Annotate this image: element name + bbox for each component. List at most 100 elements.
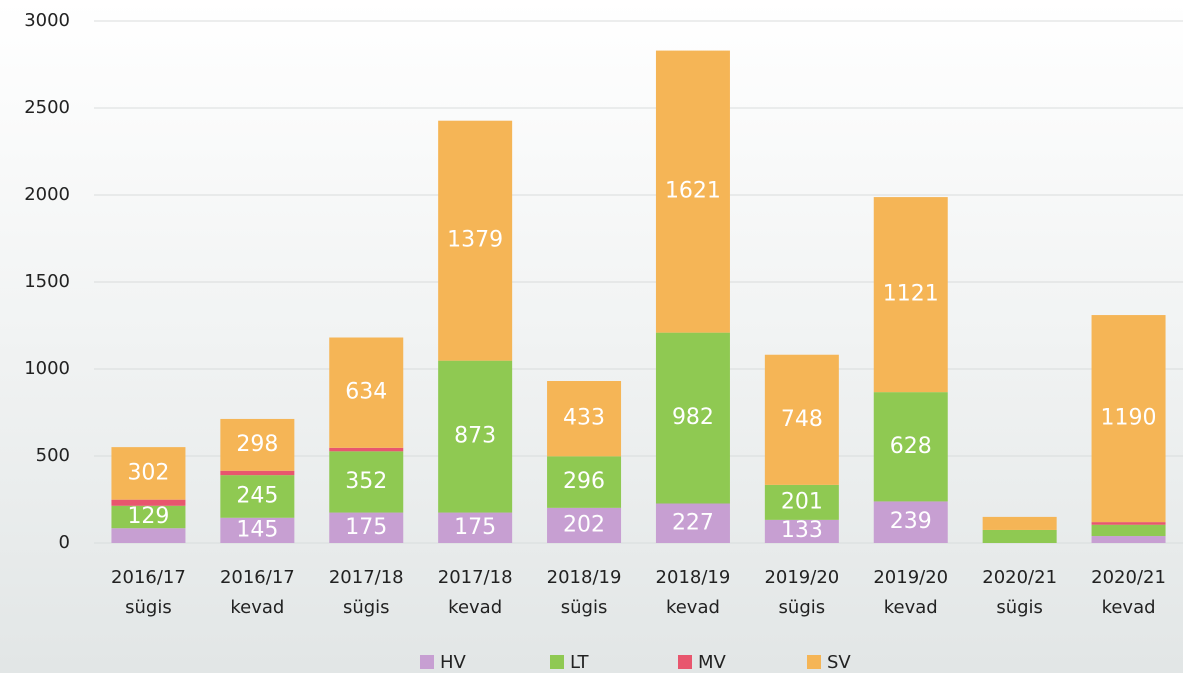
x-tick-label-line: 2016/17 (220, 567, 295, 588)
data-label: 201 (781, 489, 823, 514)
data-label: 175 (345, 515, 387, 540)
x-tick-label-line: kevad (884, 597, 938, 618)
data-label: 628 (890, 434, 932, 459)
bar-segment (764, 354, 839, 485)
legend-label: HV (440, 652, 467, 673)
y-tick-label: 500 (36, 445, 70, 466)
x-tick-label-line: sügis (343, 597, 390, 618)
y-tick-label: 0 (59, 532, 70, 553)
bar-segment (873, 392, 948, 502)
x-tick-label: 2019/20 kevad (873, 567, 948, 618)
data-label: 133 (781, 518, 823, 543)
bar-segment (329, 451, 404, 513)
bar-segment (220, 470, 295, 476)
x-tick-label: 2017/18 kevad (438, 567, 513, 618)
bar-segment (1091, 524, 1166, 537)
x-tick-label-line: sügis (779, 597, 826, 618)
bar-segment (220, 475, 295, 518)
legend-label: MV (698, 652, 727, 673)
bar-segment (547, 507, 622, 543)
bar-segment (111, 499, 186, 506)
bar-segment (655, 332, 730, 504)
data-label: 298 (236, 432, 278, 457)
bar-segment (438, 360, 513, 513)
legend-label: LT (570, 652, 590, 673)
bar-segment (764, 519, 839, 543)
y-tick-label: 2500 (24, 97, 70, 118)
bar-segment (873, 501, 948, 543)
data-label: 202 (563, 512, 605, 537)
x-tick-label: 2018/19 kevad (656, 567, 731, 618)
bar-segment (873, 197, 948, 393)
x-tick-label: 2016/17 kevad (220, 567, 295, 618)
data-label: 296 (563, 469, 605, 494)
x-tick-label: 2020/21 kevad (1091, 567, 1166, 618)
bar-segment (111, 447, 186, 500)
bar-segment (438, 120, 513, 361)
bar-segment (982, 516, 1057, 530)
bar-segment (547, 381, 622, 457)
data-label: 145 (236, 517, 278, 542)
y-tick-label: 1500 (24, 271, 70, 292)
data-label: 634 (345, 380, 387, 405)
y-tick-label: 2000 (24, 184, 70, 205)
x-tick-label-line: kevad (666, 597, 720, 618)
bar-segment (1091, 536, 1166, 543)
x-tick-label: 2019/20 sügis (764, 567, 839, 618)
bar-segment (111, 505, 186, 529)
legend-swatch (550, 655, 564, 669)
x-tick-label-line: 2020/21 (1091, 567, 1166, 588)
x-tick-label: 2020/21 sügis (982, 567, 1057, 618)
bar-segment (982, 529, 1057, 543)
data-label: 227 (672, 510, 714, 535)
data-label: 1190 (1101, 406, 1157, 431)
x-tick-label-line: 2020/21 (982, 567, 1057, 588)
bar-segment (220, 418, 295, 471)
x-tick-label-line: sügis (561, 597, 608, 618)
x-tick-label-line: kevad (448, 597, 502, 618)
bar-segment (655, 50, 730, 333)
bar-segment (329, 447, 404, 452)
data-label: 1621 (665, 179, 721, 204)
x-tick-label-line: 2017/18 (438, 567, 513, 588)
x-tick-label-line: 2018/19 (656, 567, 731, 588)
bar-segment (111, 528, 186, 543)
data-label: 175 (454, 515, 496, 540)
x-tick-label-line: kevad (1102, 597, 1156, 618)
legend-swatch (420, 655, 434, 669)
data-label: 982 (672, 405, 714, 430)
y-tick-label: 3000 (24, 10, 70, 31)
x-tick-label-line: 2018/19 (547, 567, 622, 588)
data-label: 239 (890, 509, 932, 534)
bar-segment (1091, 522, 1166, 525)
data-label: 1121 (883, 282, 939, 307)
x-tick-label: 2016/17 sügis (111, 567, 186, 618)
bar-segment (764, 484, 839, 520)
legend-swatch (678, 655, 692, 669)
x-tick-label-line: 2017/18 (329, 567, 404, 588)
x-tick-label: 2017/18 sügis (329, 567, 404, 618)
bar-segment (220, 517, 295, 543)
data-label: 748 (781, 407, 823, 432)
y-tick-label: 1000 (24, 358, 70, 379)
legend-label: SV (827, 652, 851, 673)
x-tick-label-line: sügis (996, 597, 1043, 618)
bar-segment (655, 503, 730, 543)
x-tick-label-line: 2019/20 (764, 567, 839, 588)
x-tick-label-line: kevad (230, 597, 284, 618)
data-label: 352 (345, 469, 387, 494)
bar-segment (1091, 315, 1166, 523)
legend-swatch (807, 655, 821, 669)
bar-segment (329, 337, 404, 448)
data-label: 1379 (447, 228, 503, 253)
bar-segment (438, 512, 513, 543)
x-tick-label-line: 2019/20 (873, 567, 948, 588)
x-tick-label-line: sügis (125, 597, 172, 618)
data-label: 873 (454, 424, 496, 449)
x-tick-label: 2018/19 sügis (547, 567, 622, 618)
data-label: 302 (127, 460, 169, 485)
x-tick-label-line: 2016/17 (111, 567, 186, 588)
bar-segment (329, 512, 404, 543)
